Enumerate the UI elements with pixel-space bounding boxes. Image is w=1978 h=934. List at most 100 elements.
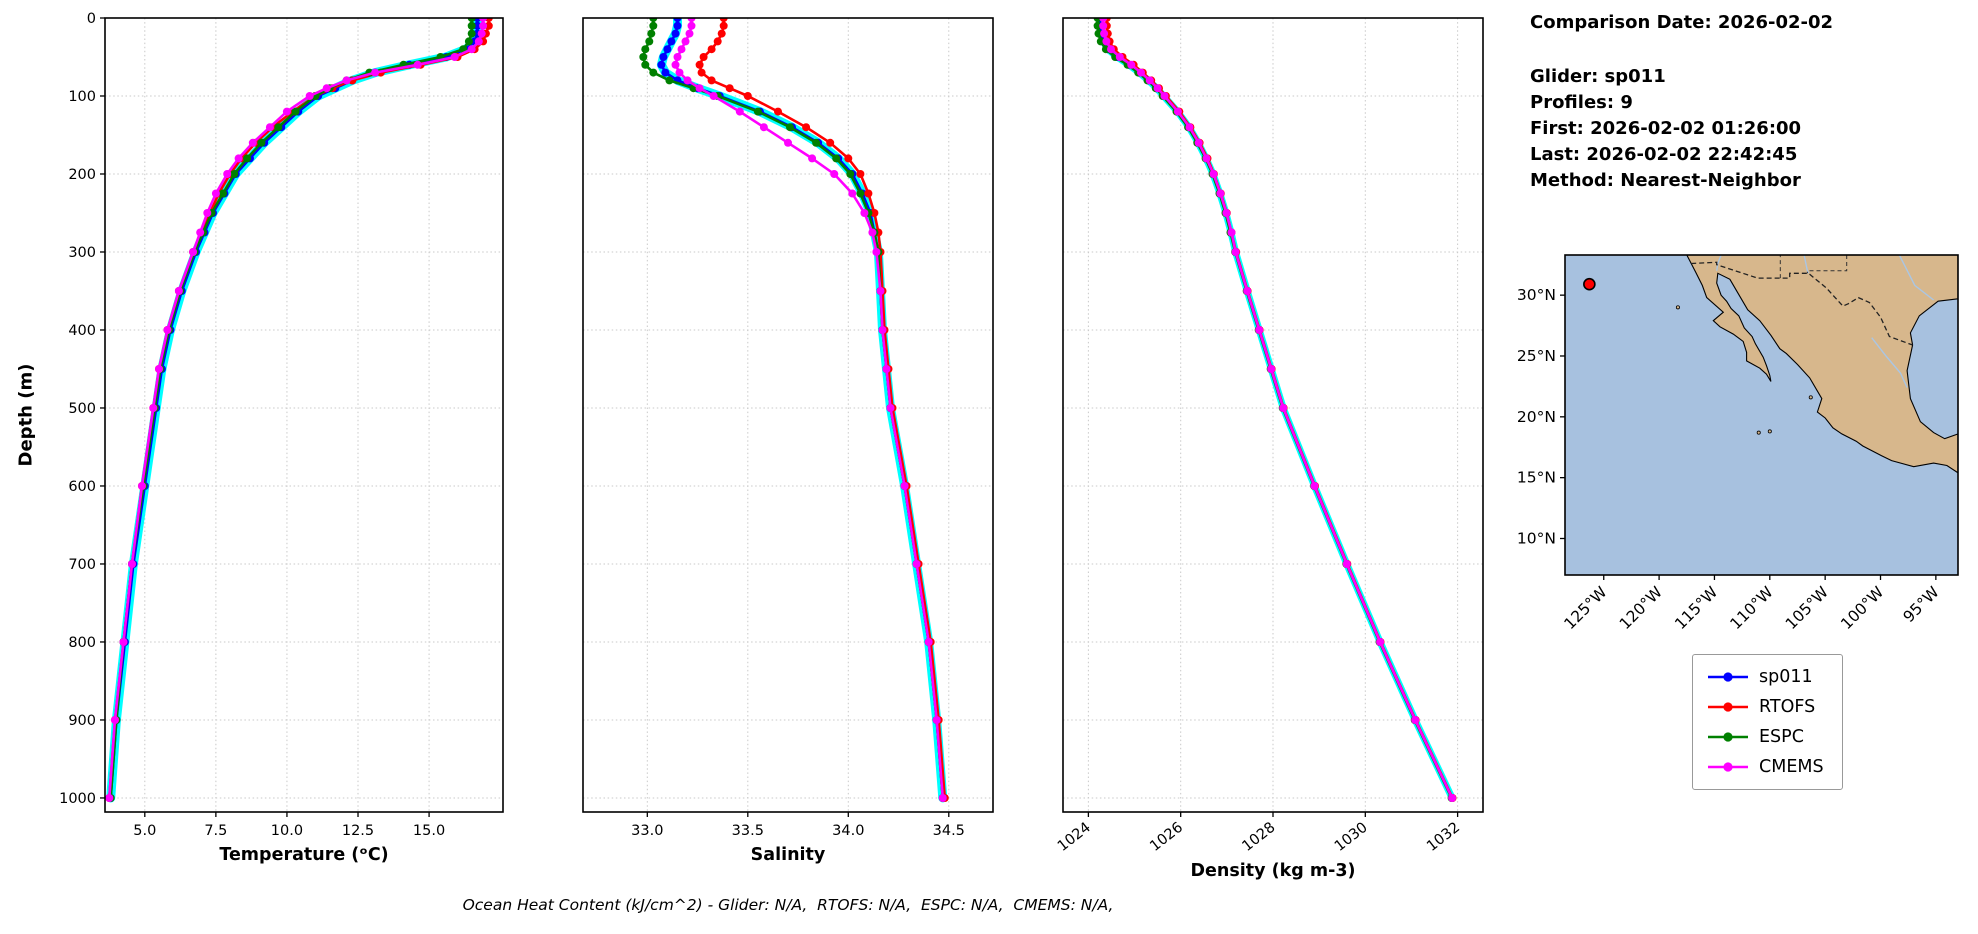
comparison-date-text: Comparison Date: 2026-02-02 (1530, 12, 1834, 33)
ocean-heat-content-caption: Ocean Heat Content (kJ/cm^2) - Glider: N… (462, 896, 1114, 914)
data-point (826, 138, 835, 147)
data-point (713, 37, 722, 46)
legend-label: ESPC (1759, 727, 1804, 747)
data-point (882, 365, 891, 373)
data-point (856, 189, 865, 198)
data-point (1173, 107, 1182, 116)
data-point (477, 29, 486, 38)
svg-text:0: 0 (87, 11, 96, 27)
info-panel: Comparison Date: 2026-02-02 Glider: sp01… (1530, 10, 1833, 194)
data-point (1127, 60, 1136, 69)
data-point (707, 45, 716, 54)
legend-label: sp011 (1759, 667, 1813, 687)
data-point (163, 326, 172, 334)
data-point (1411, 716, 1420, 724)
svg-text:900: 900 (68, 713, 96, 729)
state-border (1806, 255, 1848, 274)
data-point (938, 794, 947, 802)
data-point (450, 53, 459, 61)
data-point (1160, 92, 1169, 100)
data-point (808, 154, 817, 163)
data-point (685, 29, 694, 38)
data-point (149, 404, 158, 412)
data-point (467, 45, 476, 54)
data-point (1202, 154, 1211, 163)
data-point (371, 68, 380, 77)
data-point (291, 107, 300, 116)
data-point (1194, 138, 1203, 147)
data-point (659, 53, 668, 61)
data-point (1209, 170, 1218, 178)
map-lon-tick-label: 110°W (1727, 583, 1777, 633)
svg-text:600: 600 (68, 479, 96, 495)
svg-text:15.0: 15.0 (413, 823, 445, 839)
data-point (248, 138, 257, 147)
map-frame (1564, 254, 1959, 576)
data-point (223, 170, 232, 178)
svg-text:700: 700 (68, 557, 96, 573)
legend-line-sample (1708, 702, 1748, 712)
map-lon-tick-label: 100°W (1837, 583, 1887, 633)
data-point (1267, 365, 1276, 373)
legend-items: sp011 RTOFS ESPC CMEMS (1707, 667, 1824, 777)
info-line: Profiles: 9 (1530, 92, 1633, 113)
svg-text:34.5: 34.5 (933, 823, 965, 839)
svg-text:5.0: 5.0 (133, 823, 156, 839)
data-point (1310, 482, 1319, 490)
map-lon-tick-label: 125°W (1561, 583, 1611, 633)
data-point (699, 53, 708, 61)
data-point (464, 37, 473, 46)
data-point (1342, 560, 1351, 568)
data-point (832, 154, 841, 163)
legend-item-RTOFS: RTOFS (1707, 697, 1824, 717)
data-point (661, 68, 670, 77)
data-point (467, 18, 476, 22)
svg-text:1026: 1026 (1147, 820, 1186, 855)
data-point (1102, 37, 1111, 46)
salinity-profile-chart: 33.0 33.5 34.0 34.5 Salinity (582, 17, 994, 865)
data-point (667, 37, 676, 46)
data-point (128, 560, 136, 568)
island (1675, 305, 1680, 310)
data-point (1137, 68, 1145, 77)
data-point (719, 18, 728, 22)
data-point (189, 248, 198, 256)
data-point (860, 209, 869, 217)
svg-text:200: 200 (68, 167, 96, 183)
data-point (1100, 29, 1109, 38)
data-point (671, 60, 680, 69)
data-point (1255, 326, 1264, 334)
svg-text:500: 500 (68, 401, 96, 417)
data-point (230, 170, 239, 178)
data-point (649, 21, 658, 30)
data-point (717, 29, 726, 38)
data-point (1099, 18, 1108, 22)
data-point (735, 107, 744, 116)
temperature-profile-chart-xlabel: Temperature (ᵒC) (219, 845, 388, 865)
data-point (342, 76, 351, 85)
data-point (174, 287, 183, 295)
location-map-svg: 30°N 25°N 20°N 15°N 10°N 125°W 120°W 115°W 110°W… (1517, 254, 1959, 633)
data-point (870, 209, 879, 217)
legend-line-sample (1708, 672, 1748, 682)
data-point (119, 638, 128, 646)
data-point (1279, 404, 1288, 412)
data-point (846, 170, 855, 178)
svg-text:1032: 1032 (1424, 820, 1463, 855)
data-point (1216, 189, 1225, 198)
map-lon-tick-label: 105°W (1782, 583, 1832, 633)
salinity-profile-chart-xlabel: Salinity (751, 845, 826, 865)
data-point (1094, 29, 1103, 38)
profile-charts-svg: 5.0 7.5 10.0 12.5 15.0 0 100 200 300 400 500 600 700… (59, 11, 1484, 881)
data-point (1376, 638, 1385, 646)
data-point (675, 68, 684, 77)
data-point (105, 794, 114, 802)
legend-line-sample (1708, 762, 1748, 772)
data-point (697, 68, 706, 77)
data-point (872, 248, 881, 256)
svg-text:12.5: 12.5 (342, 823, 374, 839)
data-point (265, 123, 274, 132)
data-point (282, 107, 291, 116)
data-point (479, 21, 488, 30)
data-point (743, 92, 752, 100)
